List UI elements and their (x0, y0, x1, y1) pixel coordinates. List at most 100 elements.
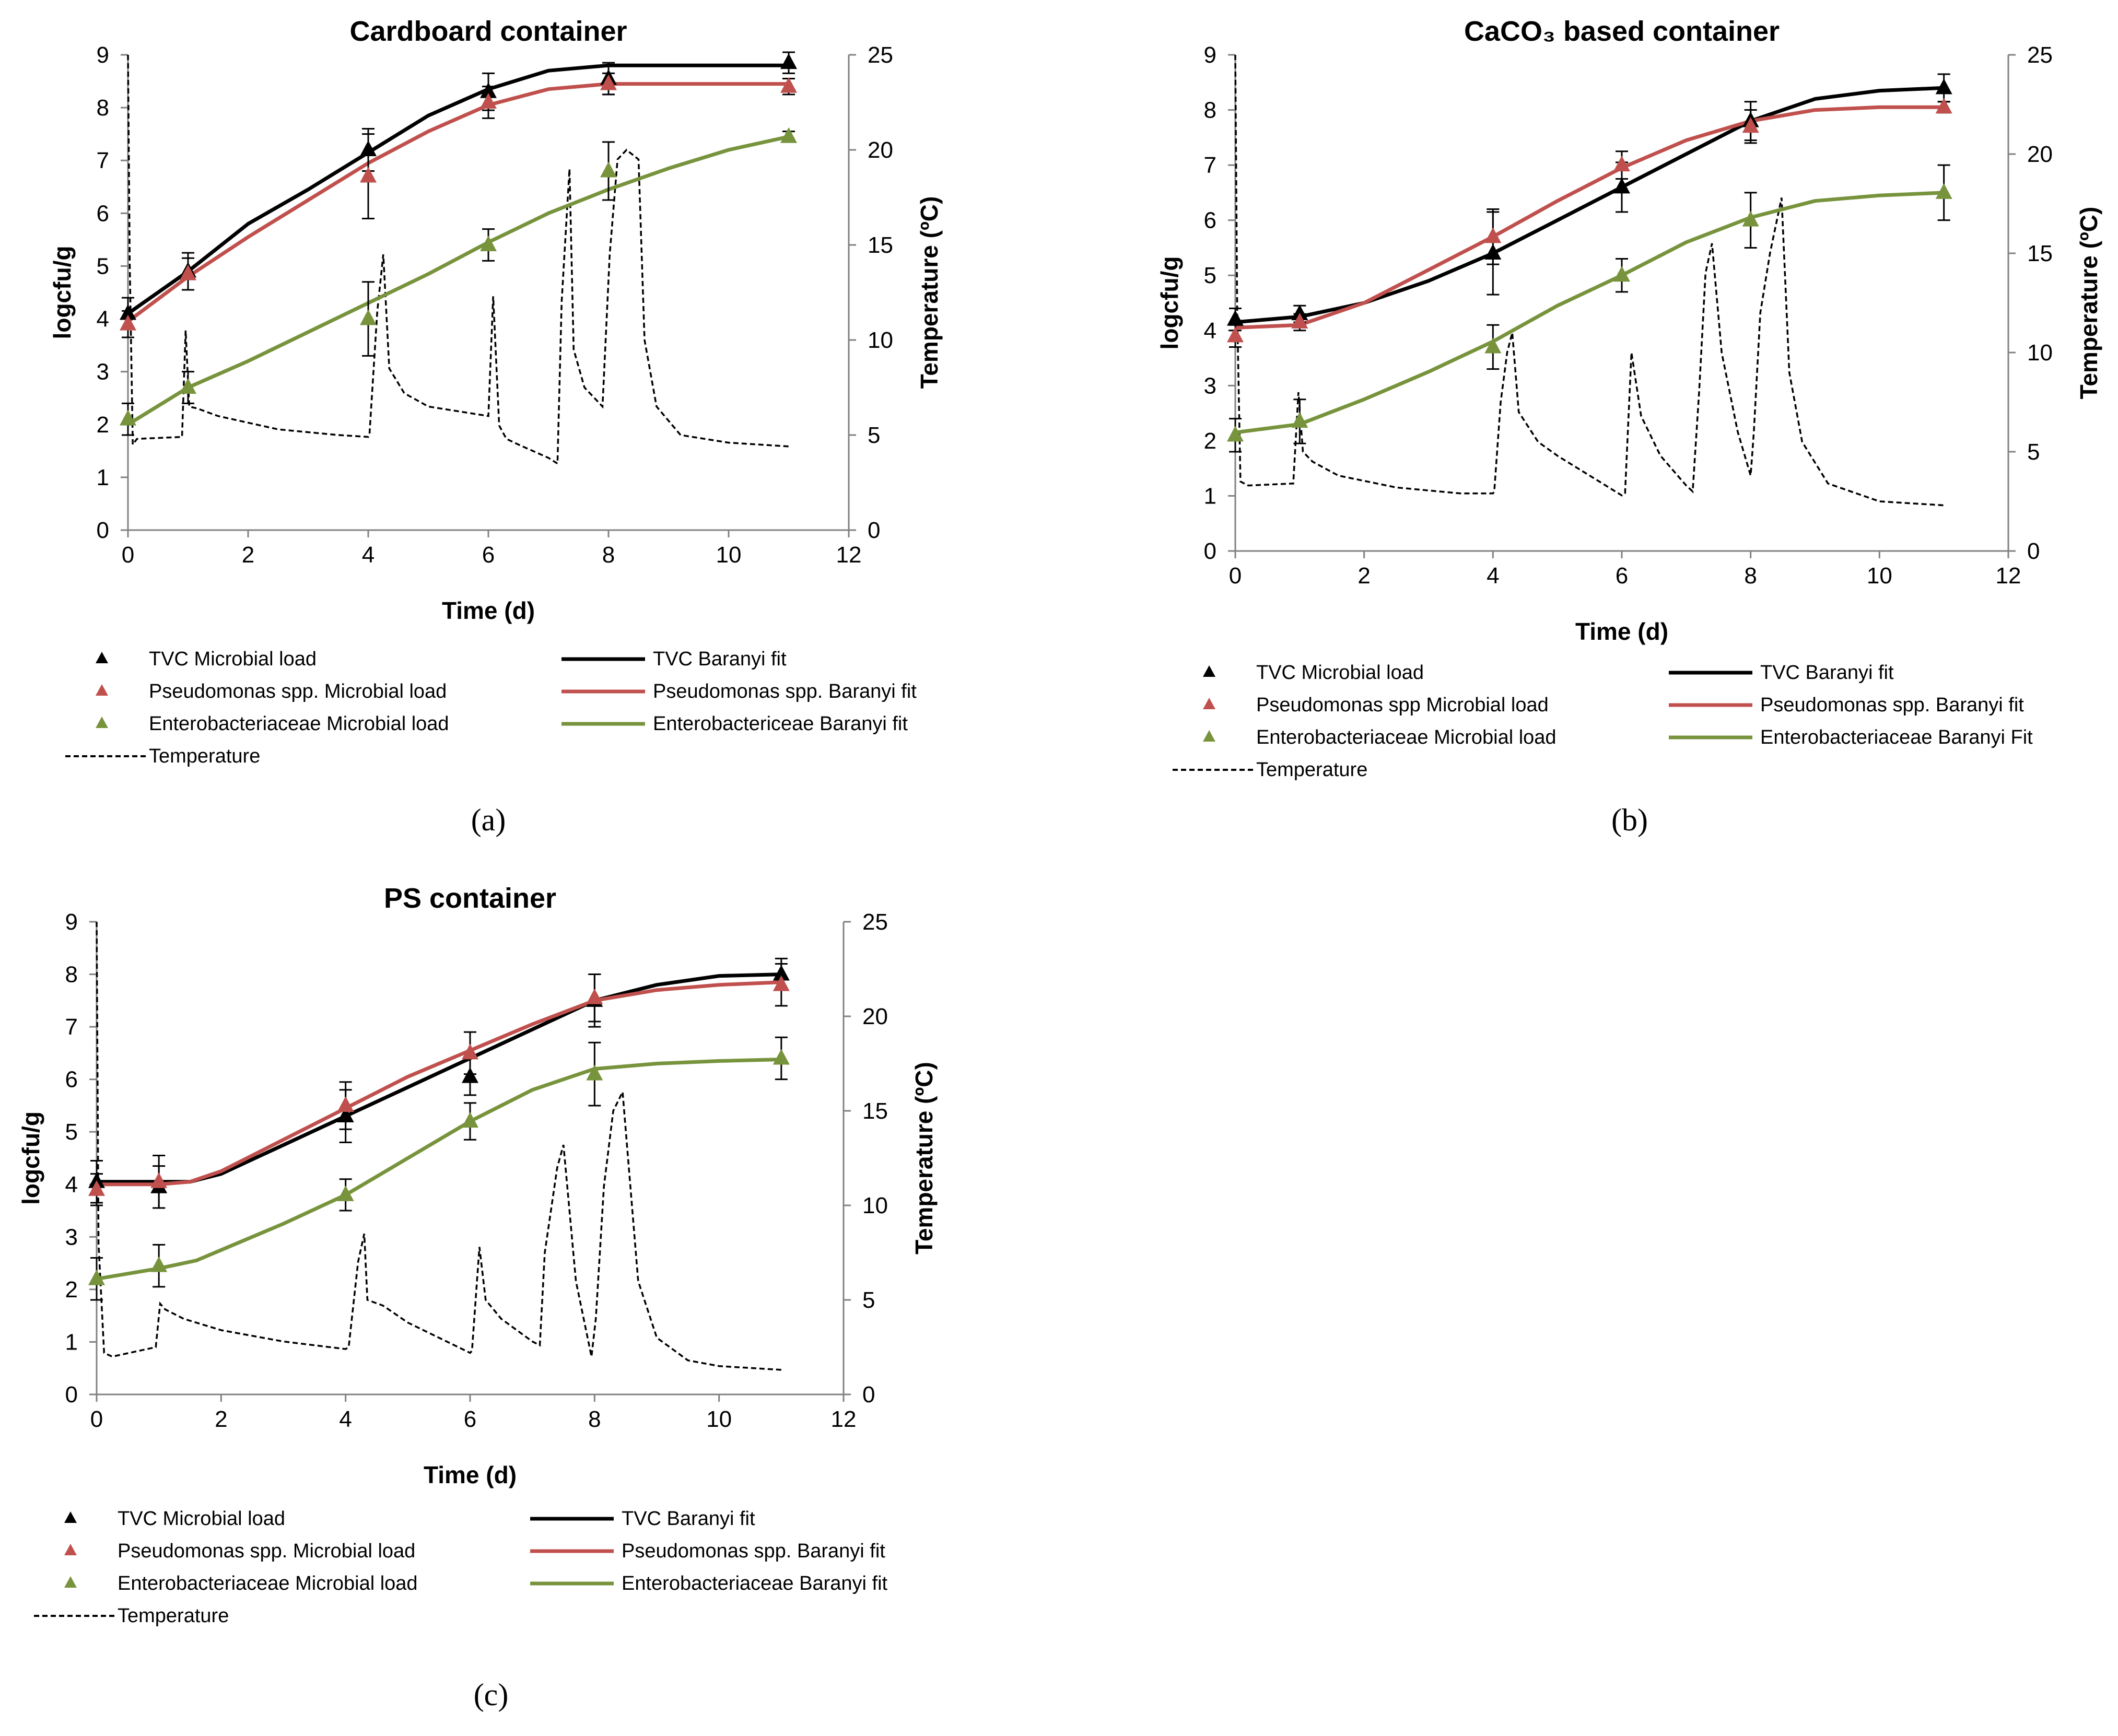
y-tick-label: 4 (65, 1172, 78, 1198)
y-tick-label: 6 (1204, 208, 1216, 233)
y-tick-label: 3 (65, 1224, 78, 1250)
y-tick-label: 9 (1204, 42, 1216, 68)
x-axis-label: Time (d) (442, 597, 535, 624)
y2-tick-label: 15 (2027, 241, 2053, 266)
data-point-marker (600, 161, 617, 178)
y-tick-label: 5 (1204, 263, 1216, 288)
legend-label: Enterobactericeae Baranyi fit (653, 713, 908, 735)
data-point-marker (480, 93, 497, 109)
y2-tick-label: 5 (2027, 439, 2040, 465)
y2-tick-label: 0 (2027, 538, 2040, 564)
panel-caption: (b) (1611, 803, 1648, 837)
legend-label: Enterobacteriaceae Microbial load (118, 1573, 418, 1594)
y-tick-label: 9 (65, 909, 78, 935)
data-point-marker (360, 167, 377, 183)
data-point-marker (1935, 78, 1952, 95)
data-point-marker (88, 1180, 105, 1196)
fit-series-line (1235, 191, 1944, 435)
legend-label: Pseudomonas spp. Baranyi fit (622, 1540, 885, 1562)
x-tick-label: 2 (1358, 563, 1370, 589)
fit-series-line (96, 1058, 781, 1281)
x-axis-label: Time (d) (424, 1461, 517, 1488)
legend-marker (64, 1544, 77, 1555)
data-point-marker (600, 74, 617, 90)
x-tick-label: 12 (1996, 563, 2021, 589)
x-tick-label: 12 (836, 542, 862, 568)
y-tick-label: 5 (65, 1119, 78, 1145)
temperature-series (1234, 54, 1944, 507)
y-tick-label: 6 (65, 1067, 78, 1093)
y-tick-label: 4 (97, 307, 109, 332)
data-point-marker (1291, 412, 1308, 428)
y-tick-label: 8 (65, 962, 78, 988)
data-point-marker (462, 1067, 478, 1083)
x-tick-label: 10 (716, 542, 742, 568)
data-point-marker (180, 378, 196, 394)
x-tick-label: 0 (1229, 563, 1242, 589)
legend-marker (96, 652, 108, 663)
data-point-marker (586, 1064, 603, 1081)
data-point-marker (1484, 227, 1502, 243)
temperature-series (96, 921, 781, 1371)
legend-label: Pseudomonas spp. Microbial load (149, 681, 447, 702)
legend-marker (64, 1576, 77, 1588)
y-axis-label: logcfu/g (49, 246, 76, 339)
y-tick-label: 0 (65, 1382, 78, 1407)
x-tick-label: 8 (1744, 563, 1757, 589)
chart-title: CaCO₃ based container (1464, 16, 1780, 47)
data-point-marker (480, 236, 497, 251)
data-point-marker (88, 1269, 105, 1285)
y-tick-label: 3 (1204, 373, 1216, 398)
data-point-marker (462, 1043, 478, 1060)
y-tick-label: 1 (97, 465, 109, 490)
y2-tick-label: 15 (862, 1098, 888, 1124)
fit-series-line (97, 980, 781, 1187)
fit-series-line (126, 82, 789, 323)
data-point-marker (360, 309, 377, 325)
x-tick-label: 2 (242, 542, 254, 568)
y2-tick-label: 20 (868, 137, 893, 163)
y-tick-label: 1 (1204, 483, 1216, 509)
data-point-marker (1291, 312, 1308, 329)
y-tick-label: 4 (1204, 318, 1216, 344)
legend-label: TVC Baranyi fit (653, 648, 787, 670)
y2-tick-label: 0 (868, 518, 880, 543)
legend-marker (1203, 698, 1215, 709)
y-tick-label: 0 (1204, 538, 1216, 564)
data-point-marker (773, 1049, 790, 1065)
data-point-marker (1742, 210, 1759, 227)
y-tick-label: 3 (97, 359, 109, 385)
chart-title: Cardboard container (349, 16, 627, 47)
y2-tick-label: 10 (2027, 340, 2053, 366)
legend-label: TVC Microbial load (118, 1508, 285, 1530)
data-point-marker (1484, 337, 1502, 354)
y-axis-label: logcfu/g (1156, 256, 1183, 350)
y2-tick-label: 25 (862, 909, 888, 935)
y2-tick-label: 10 (862, 1193, 888, 1218)
fit-series-line (1235, 105, 1944, 330)
legend-marker (1203, 730, 1215, 742)
data-point-marker (337, 1096, 354, 1112)
legend-marker (96, 717, 108, 728)
y-axis-label: logcfu/g (17, 1111, 44, 1205)
data-point-marker (1935, 98, 1952, 114)
y-tick-label: 7 (97, 148, 109, 173)
y2-axis-label: Temperature (ºC) (910, 1062, 938, 1254)
data-point-marker (150, 1172, 168, 1188)
legend-label: Pseudomonas spp Microbial load (1256, 694, 1549, 716)
data-point-marker (180, 264, 196, 280)
data-point-marker (1227, 426, 1244, 442)
y-tick-label: 2 (97, 412, 109, 438)
data-point-marker (462, 1112, 478, 1128)
data-point-marker (1227, 310, 1244, 326)
legend-label: Temperature (1256, 759, 1367, 781)
y2-tick-label: 20 (862, 1004, 888, 1029)
legend-label: TVC Baranyi fit (1760, 662, 1894, 684)
data-point-marker (780, 127, 797, 143)
y2-tick-label: 25 (868, 42, 893, 68)
y2-axis-label: Temperature (ºC) (916, 196, 943, 389)
data-point-marker (1935, 183, 1952, 199)
